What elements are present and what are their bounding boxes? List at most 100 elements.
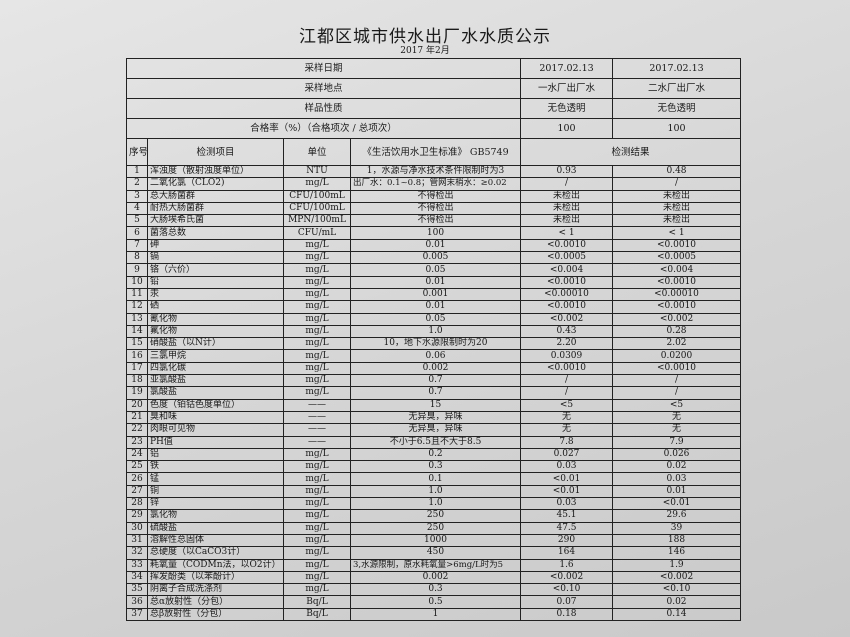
cell-item: 二氧化氯（CLO2): [147, 177, 284, 191]
cell-result-plant1: 无: [520, 423, 614, 437]
cell-result-plant2: <0.10: [612, 583, 742, 597]
cell-item: 四氯化碳: [147, 361, 284, 376]
cell-result-plant2: < 1: [612, 226, 742, 240]
cell-unit: mg/L: [283, 521, 351, 535]
table-row: 24 铝 mg/L 0.2 0.027 0.026: [126, 447, 742, 462]
cell-standard: 0.01: [349, 238, 522, 253]
header-label: 采样日期: [125, 58, 522, 79]
cell-result-plant1: <0.10: [520, 583, 614, 597]
cell-result-plant2: 未检出: [612, 189, 742, 203]
cell-seq: 7: [126, 238, 148, 253]
table-row: 2 二氧化氯（CLO2) mg/L 出厂水：0.1~0.8；管网末梢水：≥0.02//: [126, 177, 742, 191]
cell-item: 菌落总数: [147, 226, 284, 240]
cell-item: 总β放射性（分包）: [147, 607, 284, 621]
cell-seq: 28: [126, 497, 148, 511]
cell-result-plant2: 146: [612, 546, 742, 560]
cell-standard: 1000: [349, 533, 522, 548]
cell-item: 氯酸盐: [147, 386, 284, 400]
cell-seq: 37: [126, 607, 148, 621]
column-header-standard: 《生活饮用水卫生标准》 GB5749: [349, 138, 522, 166]
cell-result-plant2: 1.9: [612, 558, 742, 572]
cell-result-plant2: <0.0010: [612, 300, 742, 314]
cell-unit: Bq/L: [283, 595, 351, 609]
cell-item: 肉眼可见物: [147, 423, 284, 437]
cell-standard: 1: [349, 607, 522, 621]
cell-seq: 1: [126, 164, 148, 179]
cell-unit: mg/L: [283, 497, 351, 511]
cell-unit: mg/L: [283, 275, 351, 289]
cell-standard: 不得检出: [349, 201, 522, 216]
cell-result-plant2: 0.02: [612, 595, 742, 609]
cell-unit: ——: [283, 410, 351, 425]
cell-seq: 31: [126, 533, 148, 548]
header-label: 样品性质: [125, 98, 522, 119]
cell-seq: 5: [126, 214, 148, 228]
table-row: 4 耐热大肠菌群 CFU/100mL 不得检出 未检出 未检出: [126, 201, 742, 216]
table-row: 10 铅 mg/L 0.01 <0.0010 <0.0010: [126, 275, 742, 289]
cell-seq: 32: [126, 546, 148, 560]
cell-result-plant1: <0.0005: [520, 251, 614, 265]
cell-result-plant2: 未检出: [612, 214, 742, 228]
cell-result-plant1: <0.00010: [520, 287, 614, 302]
cell-standard: 不小于6.5且不大于8.5: [349, 435, 522, 449]
cell-unit: mg/L: [283, 300, 351, 314]
cell-unit: CFU/mL: [283, 226, 351, 240]
table-row: 14 氟化物 mg/L 1.0 0.43 0.28: [126, 324, 742, 339]
cell-item: 氯化物: [147, 509, 284, 523]
cell-result-plant1: 0.18: [520, 607, 614, 621]
cell-unit: mg/L: [283, 509, 351, 523]
cell-item: 锰: [147, 472, 284, 486]
cell-result-plant2: 0.03: [612, 472, 742, 486]
cell-result-plant2: 无: [612, 410, 742, 425]
cell-seq: 26: [126, 472, 148, 486]
table-row: 8 镉 mg/L 0.005 <0.0005 <0.0005: [126, 251, 742, 265]
cell-seq: 9: [126, 263, 148, 277]
cell-unit: mg/L: [283, 533, 351, 548]
cell-item: 铅: [147, 275, 284, 289]
table-row: 22 肉眼可见物 —— 无异臭，异味无无: [126, 423, 742, 437]
column-header-unit: 单位: [283, 138, 351, 166]
table-row: 9 铬（六价） mg/L 0.05 <0.004 <0.004: [126, 263, 742, 277]
cell-result-plant1: 无: [520, 410, 614, 425]
cell-item: 挥发酚类（以苯酚计）: [147, 570, 284, 585]
cell-result-plant2: 188: [612, 533, 742, 548]
header-label: 采样地点: [125, 78, 522, 99]
cell-standard: 0.001: [349, 287, 522, 302]
cell-result-plant2: 未检出: [612, 201, 742, 216]
cell-result-plant2: 无: [612, 423, 742, 437]
cell-result-plant1: 1.6: [520, 558, 614, 572]
cell-result-plant2: <0.0005: [612, 251, 742, 265]
cell-seq: 24: [126, 447, 148, 462]
table-row: 35 阴离子合成洗涤剂 mg/L 0.3 <0.10 <0.10: [126, 583, 742, 597]
table-row: 7 砷 mg/L 0.01 <0.0010 <0.0010: [126, 238, 742, 253]
cell-unit: mg/L: [283, 238, 351, 253]
cell-unit: mg/L: [283, 558, 351, 572]
cell-result-plant2: 0.28: [612, 324, 742, 339]
cell-standard: 0.002: [349, 361, 522, 376]
cell-seq: 25: [126, 460, 148, 474]
cell-item: 砷: [147, 238, 284, 253]
cell-seq: 18: [126, 374, 148, 388]
cell-seq: 21: [126, 410, 148, 425]
cell-result-plant1: <0.01: [520, 472, 614, 486]
cell-result-plant1: 0.07: [520, 595, 614, 609]
cell-result-plant1: 未检出: [520, 214, 614, 228]
cell-seq: 4: [126, 201, 148, 216]
cell-standard: 100: [349, 226, 522, 240]
table-row: 17 四氯化碳 mg/L 0.002 <0.0010 <0.0010: [126, 361, 742, 376]
cell-item: 铜: [147, 484, 284, 499]
cell-standard: 250: [349, 521, 522, 535]
cell-unit: mg/L: [283, 263, 351, 277]
cell-item: 三氯甲烷: [147, 349, 284, 363]
column-header-item: 检测项目: [147, 138, 284, 166]
column-header-seq: 序号: [126, 138, 148, 166]
cell-result-plant1: 2.20: [520, 337, 614, 351]
cell-seq: 34: [126, 570, 148, 585]
cell-result-plant2: <0.0010: [612, 238, 742, 253]
cell-standard: 0.05: [349, 312, 522, 326]
cell-item: 浑浊度（散射浊度单位）: [147, 164, 284, 179]
cell-item: 氰化物: [147, 312, 284, 326]
plant1-value: 无色透明: [520, 98, 614, 119]
cell-item: 亚氯酸盐: [147, 374, 284, 388]
cell-seq: 11: [126, 287, 148, 302]
